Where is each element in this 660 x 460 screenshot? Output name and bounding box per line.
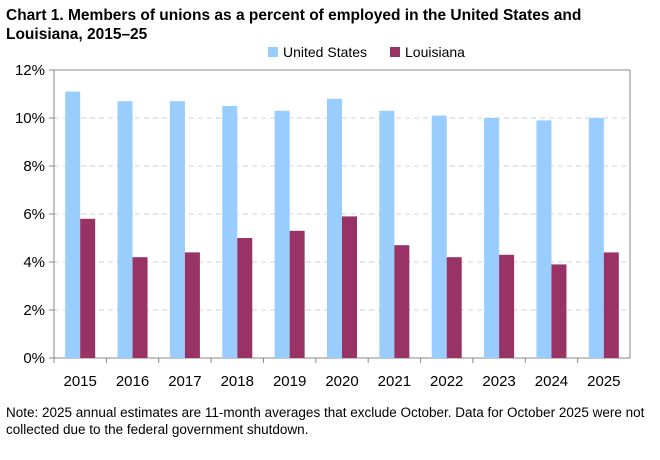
bar-united-states: [222, 106, 238, 358]
legend-label: Louisiana: [405, 44, 465, 60]
x-tick-label: 2016: [116, 373, 149, 390]
x-tick-label: 2022: [430, 373, 463, 390]
bar-louisiana: [80, 218, 96, 358]
legend-swatch: [268, 47, 278, 57]
x-tick-label: 2017: [168, 373, 201, 390]
legend-label: United States: [283, 44, 367, 60]
bar-louisiana: [237, 238, 253, 358]
bar-united-states: [117, 101, 133, 358]
y-tick-label: 8%: [23, 158, 45, 175]
bar-united-states: [431, 115, 447, 358]
y-tick-label: 2%: [23, 302, 45, 319]
bar-louisiana: [446, 257, 462, 358]
x-tick-label: 2015: [63, 373, 96, 390]
bar-louisiana: [184, 252, 200, 358]
y-tick-label: 12%: [15, 62, 45, 79]
bar-louisiana: [603, 252, 619, 358]
x-tick-label: 2020: [325, 373, 358, 390]
bar-united-states: [484, 118, 500, 358]
bar-louisiana: [394, 245, 410, 358]
bar-united-states: [274, 110, 290, 358]
x-tick-label: 2018: [221, 373, 254, 390]
bar-united-states: [536, 120, 552, 359]
bar-united-states: [379, 110, 395, 358]
bar-united-states: [588, 118, 604, 358]
bar-louisiana: [289, 230, 305, 358]
y-tick-label: 10%: [15, 110, 45, 127]
bar-united-states: [169, 101, 185, 358]
x-tick-label: 2024: [535, 373, 568, 390]
bar-united-states: [65, 91, 81, 358]
bar-united-states: [327, 98, 342, 359]
chart-note: Note: 2025 annual estimates are 11-month…: [6, 405, 645, 437]
legend-swatch: [390, 47, 400, 57]
y-tick-label: 6%: [23, 206, 45, 223]
x-tick-label: 2023: [482, 373, 515, 390]
bar-louisiana: [499, 254, 515, 358]
bar-louisiana: [132, 257, 148, 358]
x-tick-label: 2025: [587, 373, 620, 390]
x-tick-label: 2019: [273, 373, 306, 390]
y-tick-label: 4%: [23, 254, 45, 271]
chart-title: Chart 1. Members of unions as a percent …: [6, 7, 582, 43]
y-tick-label: 0%: [23, 350, 45, 367]
bar-louisiana: [342, 216, 357, 358]
x-tick-label: 2021: [378, 373, 411, 390]
bar-louisiana: [551, 264, 567, 358]
